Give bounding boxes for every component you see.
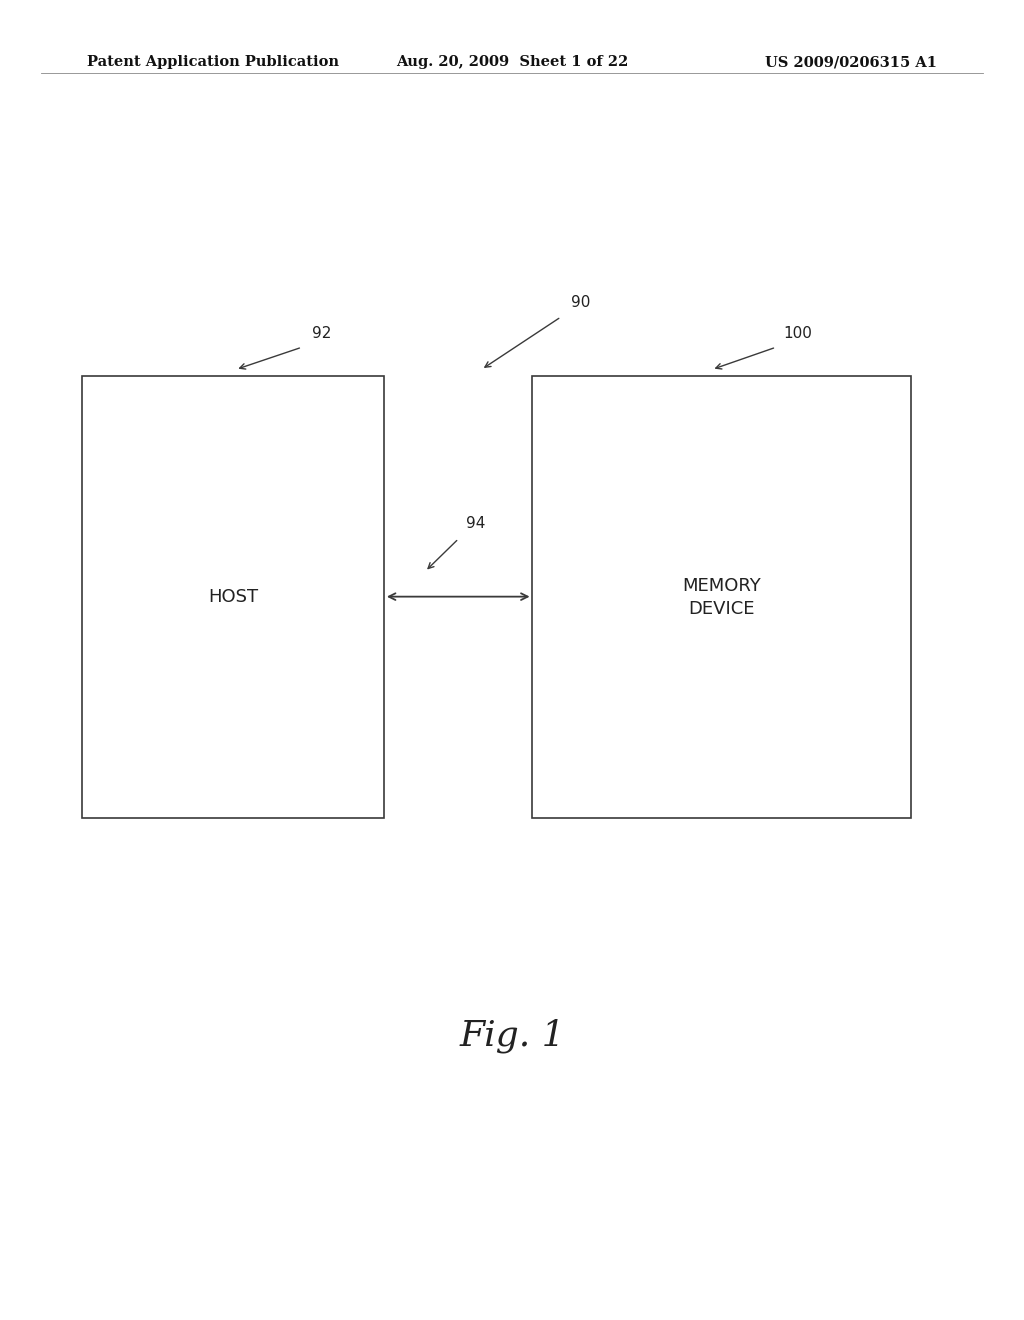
- Text: 94: 94: [466, 516, 485, 531]
- Text: 100: 100: [783, 326, 812, 341]
- Text: HOST: HOST: [208, 589, 258, 606]
- Text: MEMORY
DEVICE: MEMORY DEVICE: [683, 577, 761, 618]
- Bar: [532, 376, 911, 818]
- Text: US 2009/0206315 A1: US 2009/0206315 A1: [765, 55, 937, 70]
- Text: 90: 90: [571, 296, 591, 310]
- Text: Fig. 1: Fig. 1: [459, 1019, 565, 1053]
- Bar: [82, 376, 384, 818]
- Text: 92: 92: [312, 326, 332, 341]
- Text: Patent Application Publication: Patent Application Publication: [87, 55, 339, 70]
- Text: Aug. 20, 2009  Sheet 1 of 22: Aug. 20, 2009 Sheet 1 of 22: [396, 55, 628, 70]
